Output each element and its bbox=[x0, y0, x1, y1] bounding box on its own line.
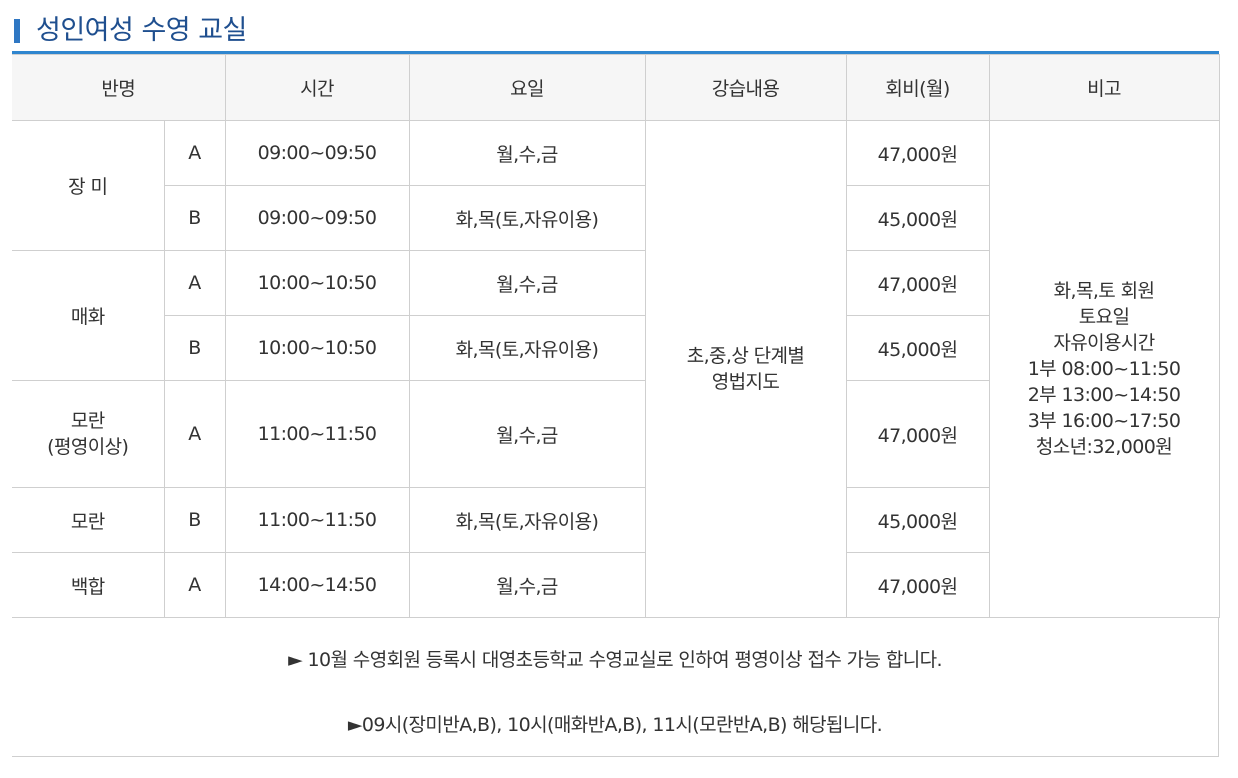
table-row: 백합 A 14:00~14:50 월,수,금 47,000원 bbox=[12, 552, 1219, 618]
class-name-jangmi: 장 미 bbox=[12, 120, 165, 251]
class-name-moran-advanced: 모란 (평영이상) bbox=[12, 380, 165, 488]
class-name-maehwa: 매화 bbox=[12, 250, 165, 381]
fee-cell: 45,000원 bbox=[845, 487, 990, 553]
table-row: B 09:00~09:50 화,목(토,자유이용) 45,000원 bbox=[12, 185, 1219, 251]
content-cell: 초,중,상 단계별 영법지도 bbox=[644, 120, 847, 618]
section-cell: B bbox=[164, 315, 226, 381]
title-underline bbox=[12, 51, 1219, 54]
schedule-table: 반명 시간 요일 강습내용 회비(월) 비고 장 미 A 09:00~09:50… bbox=[12, 54, 1220, 618]
table-row: 장 미 A 09:00~09:50 월,수,금 초,중,상 단계별 영법지도 4… bbox=[12, 120, 1220, 618]
class-name-line: (평영이상) bbox=[47, 436, 129, 458]
header-content: 강습내용 bbox=[644, 54, 847, 121]
days-cell: 월,수,금 bbox=[408, 552, 646, 618]
content-line: 초,중,상 단계별 bbox=[686, 345, 805, 367]
note-registration: ► 10월 수영회원 등록시 대영초등학교 수영교실로 인하여 평영이상 접수 … bbox=[288, 649, 942, 671]
title-accent-bar bbox=[14, 19, 20, 43]
fee-cell: 45,000원 bbox=[845, 185, 990, 251]
days-cell: 화,목(토,자유이용) bbox=[408, 487, 646, 553]
time-cell: 10:00~10:50 bbox=[224, 250, 410, 316]
time-cell: 14:00~14:50 bbox=[224, 552, 410, 618]
fee-cell: 47,000원 bbox=[845, 250, 990, 316]
days-cell: 화,목(토,자유이용) bbox=[408, 315, 646, 381]
header-class: 반명 bbox=[12, 54, 226, 121]
header-fee: 회비(월) bbox=[845, 54, 990, 121]
table-row: 모란 (평영이상) A 11:00~11:50 월,수,금 47,000원 bbox=[12, 380, 1219, 488]
days-cell: 월,수,금 bbox=[408, 120, 646, 186]
header-note: 비고 bbox=[988, 54, 1220, 121]
page-title-text: 성인여성 수영 교실 bbox=[36, 15, 247, 46]
class-name-baekhap: 백합 bbox=[12, 552, 165, 618]
section-cell: B bbox=[164, 185, 226, 251]
fee-cell: 47,000원 bbox=[845, 380, 990, 488]
section-cell: A bbox=[163, 552, 226, 618]
time-cell: 11:00~11:50 bbox=[224, 380, 410, 488]
content-line: 영법지도 bbox=[711, 371, 780, 393]
table-row: 매화 A 10:00~10:50 월,수,금 47,000원 bbox=[12, 250, 1219, 381]
remarks-line: 1부 08:00~11:50 bbox=[1027, 358, 1181, 380]
table-header-row: 반명 시간 요일 강습내용 회비(월) 비고 bbox=[12, 54, 1220, 121]
section-cell: A bbox=[163, 380, 226, 488]
time-cell: 11:00~11:50 bbox=[224, 487, 410, 553]
notes-section: ► 10월 수영회원 등록시 대영초등학교 수영교실로 인하여 평영이상 접수 … bbox=[12, 617, 1219, 757]
note-applicable-classes: ►09시(장미반A,B), 10시(매화반A,B), 11시(모란반A,B) 해… bbox=[347, 714, 883, 736]
remarks-line: 자유이용시간 bbox=[1053, 332, 1155, 354]
class-name-moran: 모란 bbox=[12, 487, 165, 553]
fee-cell: 47,000원 bbox=[845, 120, 990, 186]
table-row: 모란 B 11:00~11:50 화,목(토,자유이용) 45,000원 bbox=[12, 487, 1219, 553]
time-cell: 09:00~09:50 bbox=[224, 185, 410, 251]
remarks-line: 2부 13:00~14:50 bbox=[1027, 384, 1181, 406]
table-row: B 10:00~10:50 화,목(토,자유이용) 45,000원 bbox=[12, 315, 1219, 381]
class-name-line: 모란 bbox=[70, 410, 105, 432]
time-cell: 10:00~10:50 bbox=[224, 315, 410, 381]
days-cell: 월,수,금 bbox=[408, 250, 646, 316]
remarks-line: 토요일 bbox=[1078, 306, 1130, 328]
remarks-line: 화,목,토 회원 bbox=[1053, 280, 1155, 302]
section-cell: A bbox=[163, 120, 226, 186]
header-days: 요일 bbox=[408, 54, 646, 121]
fee-cell: 47,000원 bbox=[845, 552, 990, 618]
time-cell: 09:00~09:50 bbox=[224, 120, 410, 186]
fee-cell: 45,000원 bbox=[845, 315, 990, 381]
section-cell: A bbox=[163, 250, 226, 316]
remarks-cell: 화,목,토 회원 토요일 자유이용시간 1부 08:00~11:50 2부 13… bbox=[988, 120, 1220, 618]
days-cell: 화,목(토,자유이용) bbox=[408, 185, 646, 251]
section-cell: B bbox=[163, 487, 226, 553]
remarks-line: 3부 16:00~17:50 bbox=[1027, 410, 1181, 432]
header-time: 시간 bbox=[224, 54, 410, 121]
remarks-line: 청소년:32,000원 bbox=[1035, 436, 1173, 458]
days-cell: 월,수,금 bbox=[408, 380, 646, 488]
